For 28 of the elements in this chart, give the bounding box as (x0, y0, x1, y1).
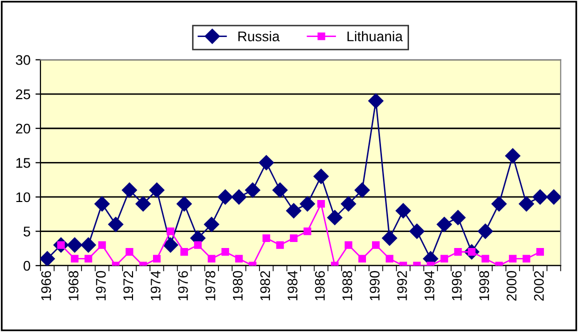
x-tick-label: 1990 (370, 271, 380, 300)
y-tick-label: 20 (16, 124, 30, 134)
legend-label: Russia (238, 31, 280, 42)
x-tick-label: 1980 (232, 271, 243, 300)
x-tick-label: 1972 (123, 271, 134, 300)
x-tick-label: 1974 (150, 270, 161, 300)
x-tick-label: 1976 (178, 271, 188, 300)
y-tick-label: 0 (24, 260, 30, 271)
x-tick-label: 1982 (260, 271, 270, 300)
x-tick-label: 1996 (452, 271, 462, 300)
x-tick-label: 1986 (314, 271, 325, 300)
x-tick-label: 1966 (41, 271, 52, 300)
x-tick-label: 2002 (534, 271, 544, 301)
x-tick-label: 1998 (479, 271, 490, 300)
x-tick-label: 1994 (424, 270, 434, 300)
x-tick-label: 2000 (506, 271, 516, 301)
y-tick-label: 25 (16, 89, 30, 100)
x-tick-label: 1978 (205, 271, 216, 300)
x-tick-label: 1984 (288, 270, 298, 300)
x-tick-label: 1992 (397, 271, 407, 300)
y-tick-label: 30 (16, 55, 30, 65)
x-tick-label: 1970 (96, 271, 106, 300)
y-tick-label: 5 (24, 226, 30, 236)
legend-label: Lithuania (348, 31, 403, 42)
x-tick-label: 1988 (342, 271, 352, 300)
x-tick-label: 1968 (68, 271, 78, 300)
y-tick-label: 15 (16, 158, 30, 168)
y-tick-label: 10 (16, 192, 30, 202)
